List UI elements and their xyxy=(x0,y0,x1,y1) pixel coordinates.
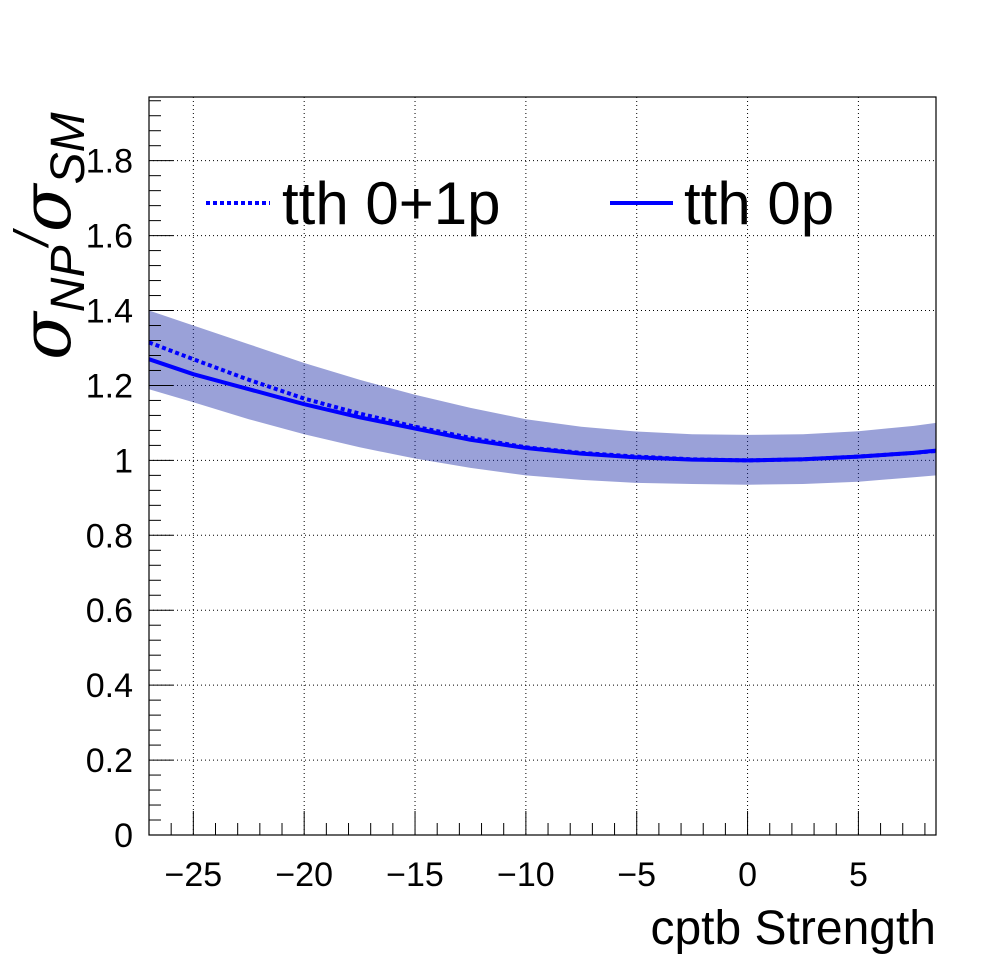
uncertainty-band xyxy=(149,310,936,485)
grid xyxy=(149,97,936,836)
x-tick-label: 0 xyxy=(738,856,757,894)
y-tick-label: 0.2 xyxy=(86,742,133,780)
svg-text:σNP/σSM: σNP/σSM xyxy=(5,112,95,360)
uncertainty-band-area xyxy=(149,310,936,485)
plot-frame xyxy=(148,96,937,836)
y-axis-symbol-num: σ xyxy=(5,310,87,360)
x-tick-label: −10 xyxy=(497,856,555,894)
y-axis-sub-den: SM xyxy=(42,112,95,184)
axis-ticks xyxy=(148,100,926,836)
y-tick-label: 1 xyxy=(114,442,133,480)
x-tick-label: −25 xyxy=(164,856,222,894)
y-tick-label: 1.4 xyxy=(86,293,133,331)
x-tick-label: −5 xyxy=(617,856,656,894)
legend: tth 0+1p tth 0p xyxy=(206,170,834,237)
y-tick-label: 1.6 xyxy=(86,218,133,256)
y-axis-separator: / xyxy=(6,228,59,249)
y-tick-label: 1.2 xyxy=(86,367,133,405)
series-line-1 xyxy=(148,357,937,463)
series-lines xyxy=(148,340,937,463)
x-tick-label: 5 xyxy=(849,856,868,894)
x-tick-label: −15 xyxy=(386,856,444,894)
x-tick-label: −20 xyxy=(275,856,333,894)
y-tick-label: 0.8 xyxy=(86,517,133,555)
tick-labels: −25 −20 −15 −10 −5 0 5 0 0.2 0.4 0.6 0.8 1 1.2 1.4 1.6 1… xyxy=(86,143,868,894)
y-axis-title: σNP/σSM xyxy=(5,112,95,360)
y-axis-symbol-den: σ xyxy=(5,182,87,232)
y-tick-label: 0 xyxy=(114,817,133,855)
y-tick-label: 1.8 xyxy=(86,143,133,181)
legend-label-tth-0p: tth 0p xyxy=(684,170,834,237)
x-axis-title: cptb Strength xyxy=(650,902,936,955)
y-tick-label: 0.6 xyxy=(86,592,133,630)
y-axis-sub-num: NP xyxy=(42,246,95,313)
y-tick-label: 0.4 xyxy=(86,667,133,705)
legend-label-tth-0plus1p: tth 0+1p xyxy=(282,170,501,237)
